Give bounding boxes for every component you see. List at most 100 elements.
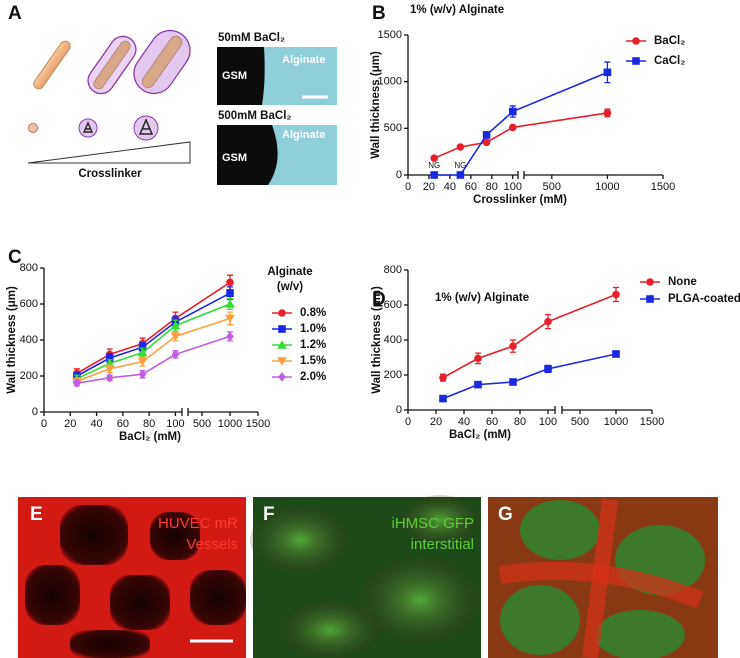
legend-title: Alginate (267, 266, 312, 278)
x-tick-label: 80 (514, 416, 526, 428)
x-tick-label: 1000 (604, 416, 628, 428)
micrograph-label: GSM (222, 70, 247, 82)
marker (73, 378, 81, 388)
marker (632, 37, 640, 45)
marker (137, 357, 148, 367)
marker (456, 171, 465, 179)
legend-label: PLGA-coated (668, 293, 740, 305)
x-tick-label: 60 (486, 416, 498, 428)
image-caption: Vessels (186, 536, 238, 553)
micrograph-label: GSM (222, 152, 247, 164)
annotation: NG (428, 161, 440, 170)
marker (439, 373, 447, 382)
legend-label: 0.8% (300, 307, 326, 319)
x-tick-label: 20 (64, 418, 76, 430)
micrograph (217, 47, 337, 185)
marker (430, 171, 438, 179)
panel-label: C (8, 247, 22, 268)
panel-label: E (30, 504, 43, 525)
marker (612, 290, 620, 299)
y-tick-label: 400 (384, 334, 402, 346)
x-tick-label: 80 (143, 418, 155, 430)
axis-break (181, 408, 189, 416)
x-axis-label: BaCl₂ (mM) (119, 431, 181, 443)
legend-title: (w/v) (277, 281, 303, 293)
data-line (442, 353, 617, 400)
marker (226, 331, 234, 342)
x-tick-label: 0 (41, 418, 47, 430)
x-tick-label: 0 (405, 416, 411, 428)
y-tick-label: 800 (384, 264, 402, 276)
axis-break (554, 406, 563, 414)
y-tick-label: 800 (20, 262, 38, 274)
axis-break (517, 171, 525, 179)
panel-label: G (498, 504, 513, 525)
panel-label: F (263, 504, 275, 525)
marker (170, 320, 181, 330)
chart-title: 1% (w/v) Alginate (435, 292, 529, 304)
x-tick-label: 1500 (640, 416, 664, 428)
y-axis-label: Wall thickness (μm) (6, 286, 18, 394)
marker (603, 68, 612, 77)
marker (456, 143, 465, 151)
x-tick-label: 100 (166, 418, 184, 430)
x-tick-label: 40 (444, 181, 456, 193)
y-axis-label: Wall thickness (μm) (371, 286, 383, 394)
y-tick-label: 1000 (378, 76, 402, 88)
y-tick-label: 400 (20, 334, 38, 346)
x-tick-label: 40 (90, 418, 102, 430)
marker (509, 342, 517, 350)
x-tick-label: 0 (405, 181, 411, 193)
marker (277, 340, 287, 349)
image-caption: interstitial (411, 536, 474, 553)
tube-schematic (27, 29, 191, 164)
x-tick-label: 1500 (246, 418, 270, 430)
x-tick-label: 80 (486, 181, 498, 193)
y-tick-label: 0 (32, 406, 38, 418)
x-tick-label: 40 (458, 416, 470, 428)
image-caption: iHMSC GFP (392, 515, 475, 532)
x-tick-label: 1000 (595, 181, 619, 193)
micrograph-title: 500mM BaCl₂ (218, 110, 292, 122)
y-tick-label: 1500 (378, 29, 402, 41)
x-axis-label: BaCl₂ (mM) (449, 429, 511, 441)
x-tick-label: 1500 (651, 181, 675, 193)
marker (430, 154, 438, 162)
marker (482, 131, 491, 139)
marker (278, 309, 286, 317)
marker (632, 57, 640, 65)
y-tick-label: 600 (20, 298, 38, 310)
marker (170, 332, 181, 342)
legend-label: BaCl₂ (654, 35, 685, 47)
data-line (442, 293, 617, 379)
data-line (433, 112, 608, 159)
y-tick-label: 200 (20, 370, 38, 382)
marker (439, 394, 447, 403)
marker (544, 317, 552, 326)
legend-label: 1.2% (300, 339, 326, 351)
legend-label: 2.0% (300, 371, 326, 383)
micrograph-label: Alginate (282, 54, 325, 66)
marker (509, 378, 517, 386)
marker (105, 354, 114, 362)
x-tick-label: 60 (117, 418, 129, 430)
marker (603, 109, 612, 117)
marker (226, 289, 234, 297)
marker (278, 325, 286, 333)
marker (138, 369, 147, 379)
chart-title: 1% (w/v) Alginate (410, 4, 504, 16)
marker (278, 372, 286, 382)
gradient-label: Crosslinker (78, 168, 142, 180)
y-tick-label: 600 (384, 299, 402, 311)
panel-label: B (372, 3, 386, 24)
marker (646, 278, 654, 286)
legend-label: 1.5% (300, 355, 326, 367)
x-tick-label: 1000 (218, 418, 242, 430)
panel-label: D (372, 289, 386, 310)
marker (225, 299, 235, 308)
x-tick-label: 100 (539, 416, 557, 428)
fluorescence-image (488, 497, 718, 658)
fluorescence-image (18, 497, 246, 658)
marker (612, 350, 620, 358)
